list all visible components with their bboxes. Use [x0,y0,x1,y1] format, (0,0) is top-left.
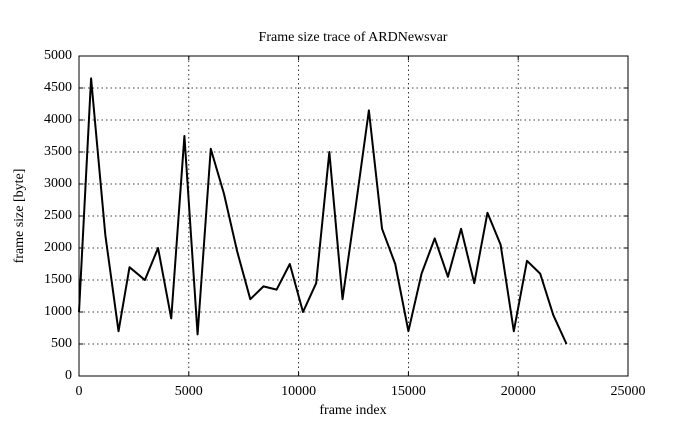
y-tick-label: 1000 [44,304,72,319]
y-tick-label: 5000 [44,48,72,63]
x-tick-label: 20000 [501,384,536,399]
chart-title: Frame size trace of ARDNewsvar [259,30,448,45]
y-tick-label: 4500 [44,80,72,95]
x-tick-label: 25000 [611,384,646,399]
y-tick-label: 3500 [44,144,72,159]
y-tick-label: 3000 [44,176,72,191]
y-tick-label: 500 [51,336,72,351]
y-tick-label: 1500 [44,272,72,287]
y-tick-label: 2000 [44,240,72,255]
x-tick-label: 0 [76,384,83,399]
x-tick-label: 15000 [391,384,426,399]
x-axis-label: frame index [319,403,386,418]
y-axis-label: frame size [byte] [12,169,27,264]
x-tick-label: 10000 [281,384,316,399]
y-tick-label: 0 [65,368,72,383]
data-line [78,77,568,345]
y-tick-label: 4000 [44,112,72,127]
x-tick-label: 5000 [175,384,203,399]
y-tick-label: 2500 [44,208,72,223]
